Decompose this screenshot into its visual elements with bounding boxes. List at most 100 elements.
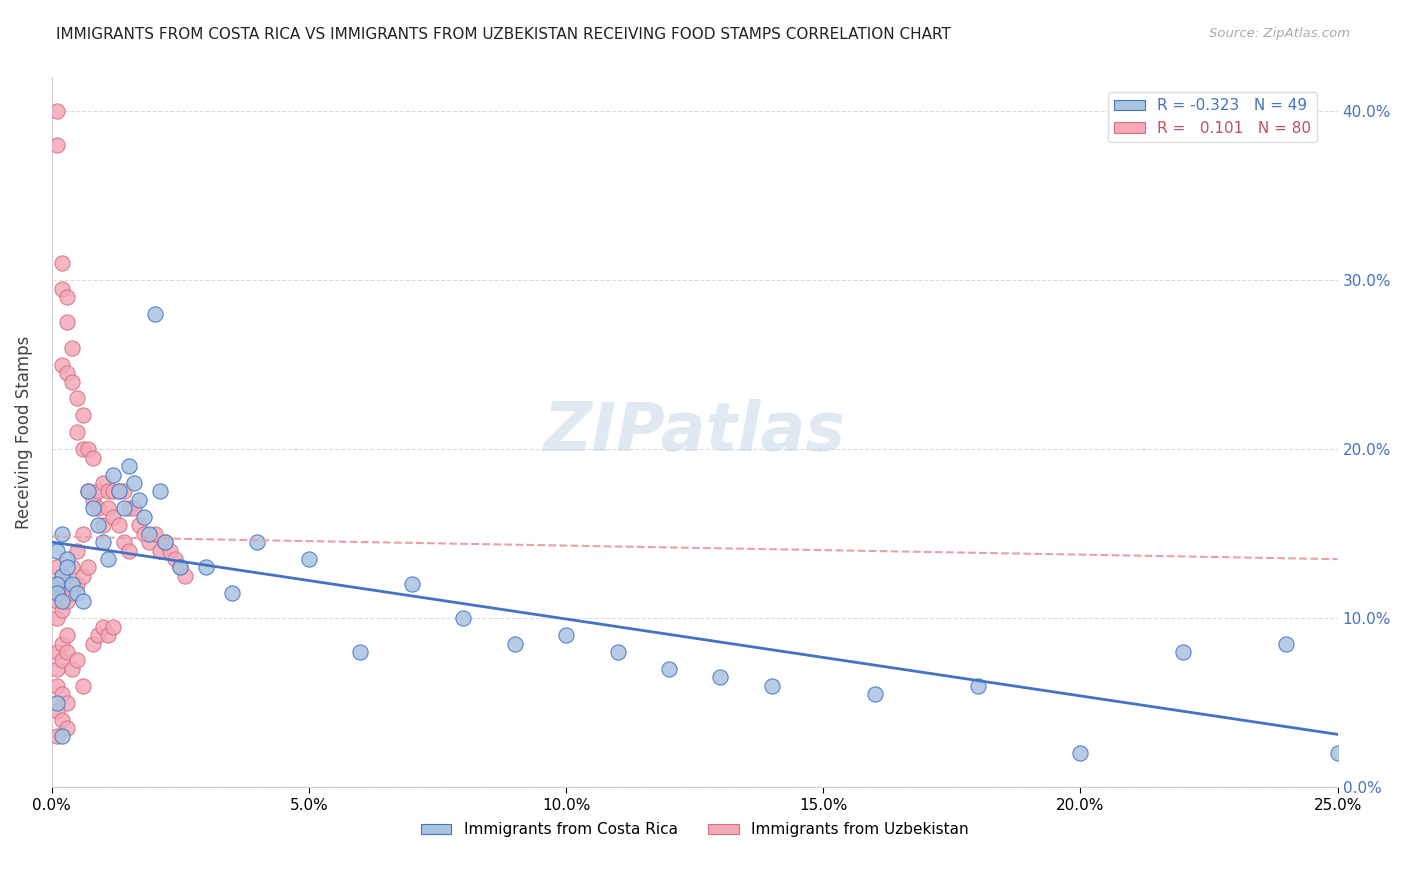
Point — [45, 577, 67, 591]
Point — [143, 526, 166, 541]
Point — [401, 577, 423, 591]
Point — [72, 442, 94, 457]
Point — [118, 543, 141, 558]
Point — [76, 442, 98, 457]
Point — [122, 501, 145, 516]
Point — [966, 679, 988, 693]
Point — [66, 577, 89, 591]
Point — [51, 653, 73, 667]
Point — [56, 290, 79, 304]
Point — [143, 307, 166, 321]
Point — [122, 475, 145, 490]
Point — [555, 628, 578, 642]
Point — [87, 501, 110, 516]
Point — [128, 518, 150, 533]
Point — [863, 687, 886, 701]
Point — [82, 450, 104, 465]
Point — [56, 560, 79, 574]
Point — [103, 484, 125, 499]
Point — [51, 603, 73, 617]
Point — [709, 670, 731, 684]
Point — [221, 586, 243, 600]
Text: ZIPatlas: ZIPatlas — [544, 400, 845, 466]
Point — [153, 535, 176, 549]
Point — [66, 425, 89, 440]
Text: Source: ZipAtlas.com: Source: ZipAtlas.com — [1209, 27, 1350, 40]
Point — [103, 619, 125, 633]
Point — [56, 315, 79, 329]
Point — [107, 518, 129, 533]
Point — [51, 586, 73, 600]
Point — [1275, 636, 1298, 650]
Point — [159, 543, 181, 558]
Text: IMMIGRANTS FROM COSTA RICA VS IMMIGRANTS FROM UZBEKISTAN RECEIVING FOOD STAMPS C: IMMIGRANTS FROM COSTA RICA VS IMMIGRANTS… — [56, 27, 950, 42]
Point — [72, 594, 94, 608]
Point — [138, 526, 160, 541]
Point — [107, 484, 129, 499]
Point — [107, 484, 129, 499]
Point — [97, 501, 120, 516]
Point — [45, 543, 67, 558]
Point — [51, 569, 73, 583]
Point — [658, 662, 681, 676]
Point — [169, 560, 191, 574]
Point — [45, 594, 67, 608]
Point — [761, 679, 783, 693]
Point — [112, 484, 135, 499]
Point — [45, 577, 67, 591]
Point — [51, 713, 73, 727]
Point — [91, 535, 114, 549]
Point — [138, 535, 160, 549]
Point — [503, 636, 526, 650]
Point — [112, 501, 135, 516]
Point — [103, 509, 125, 524]
Point — [349, 645, 371, 659]
Point — [91, 475, 114, 490]
Point — [45, 645, 67, 659]
Point — [45, 704, 67, 718]
Point — [51, 730, 73, 744]
Point — [66, 653, 89, 667]
Point — [66, 392, 89, 406]
Point — [112, 535, 135, 549]
Point — [60, 577, 83, 591]
Point — [45, 679, 67, 693]
Point — [149, 543, 172, 558]
Point — [195, 560, 218, 574]
Point — [118, 459, 141, 474]
Point — [1326, 747, 1348, 761]
Point — [45, 138, 67, 153]
Point — [103, 467, 125, 482]
Point — [128, 492, 150, 507]
Point — [45, 104, 67, 119]
Point — [56, 628, 79, 642]
Y-axis label: Receiving Food Stamps: Receiving Food Stamps — [15, 335, 32, 529]
Point — [153, 535, 176, 549]
Point — [134, 509, 156, 524]
Point — [56, 577, 79, 591]
Point — [66, 543, 89, 558]
Point — [60, 341, 83, 355]
Point — [72, 569, 94, 583]
Point — [134, 526, 156, 541]
Point — [91, 619, 114, 633]
Point — [246, 535, 269, 549]
Point — [87, 484, 110, 499]
Point — [45, 662, 67, 676]
Point — [60, 662, 83, 676]
Point — [60, 375, 83, 389]
Point — [51, 282, 73, 296]
Point — [56, 721, 79, 735]
Point — [82, 501, 104, 516]
Point — [56, 366, 79, 380]
Point — [165, 552, 187, 566]
Point — [91, 518, 114, 533]
Point — [45, 696, 67, 710]
Point — [45, 730, 67, 744]
Point — [76, 560, 98, 574]
Point — [56, 696, 79, 710]
Point — [51, 636, 73, 650]
Point — [45, 611, 67, 625]
Point — [82, 636, 104, 650]
Point — [72, 679, 94, 693]
